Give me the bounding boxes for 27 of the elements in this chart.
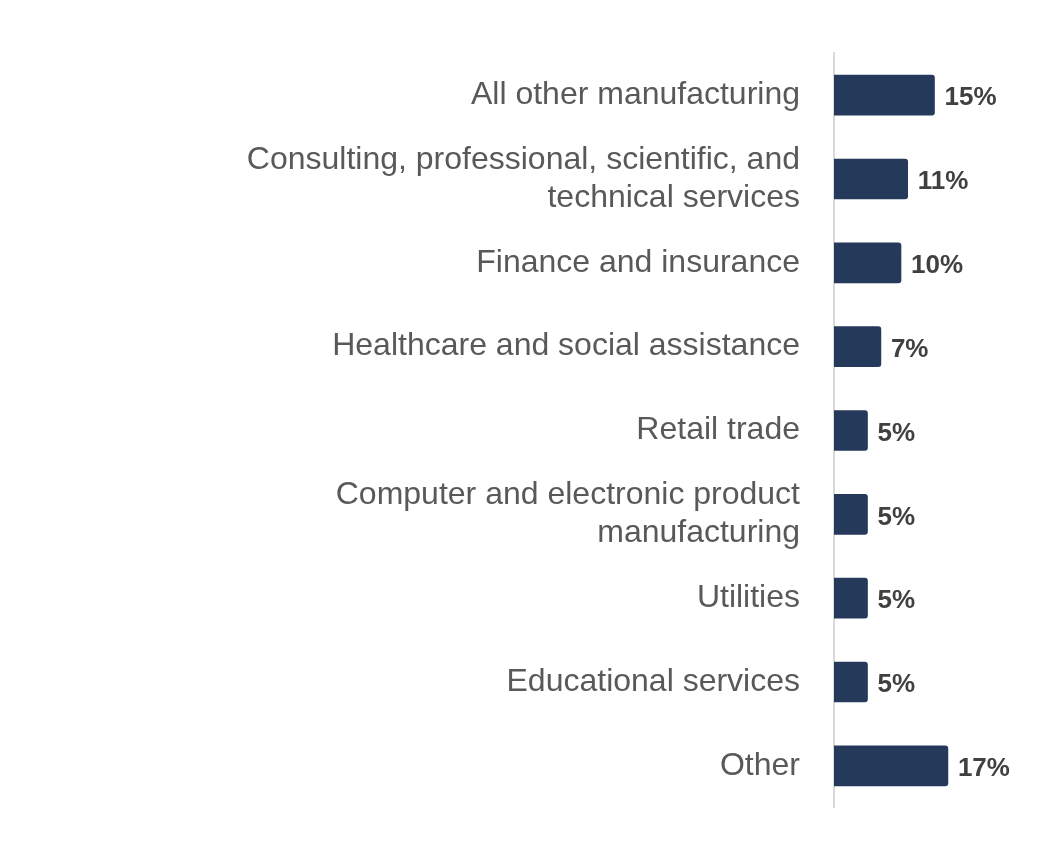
data-label: 5%: [877, 500, 916, 531]
y-tick-label: Other: [719, 745, 801, 782]
y-tick-label: Retail trade: [636, 410, 800, 447]
bar: [834, 326, 882, 367]
data-label: 5%: [877, 416, 916, 447]
y-tick-label: Healthcare and social assistance: [332, 326, 800, 363]
bar: [834, 242, 902, 284]
bar: [834, 410, 868, 451]
y-tick-label: Utilities: [696, 578, 800, 615]
bar: [834, 494, 868, 535]
y-tick-label: All other manufacturing: [470, 74, 800, 111]
bar: [834, 74, 935, 116]
data-label: 17%: [957, 752, 1010, 783]
bar: [834, 745, 949, 787]
data-label: 11%: [917, 165, 969, 196]
data-label: 15%: [944, 81, 997, 112]
bar: [834, 158, 909, 200]
data-label: 10%: [911, 248, 964, 279]
data-label: 7%: [890, 332, 929, 363]
bar: [834, 661, 868, 703]
data-label: 5%: [877, 584, 916, 615]
data-label: 5%: [877, 668, 916, 699]
y-tick-label: Computer and electronic product manufacturing: [335, 474, 801, 550]
y-tick-label: Finance and insurance: [476, 242, 800, 279]
y-tick-label: Educational services: [506, 661, 800, 698]
bar: [834, 577, 868, 619]
y-tick-label: Consulting, professional, scientific, and technical services: [246, 139, 800, 214]
